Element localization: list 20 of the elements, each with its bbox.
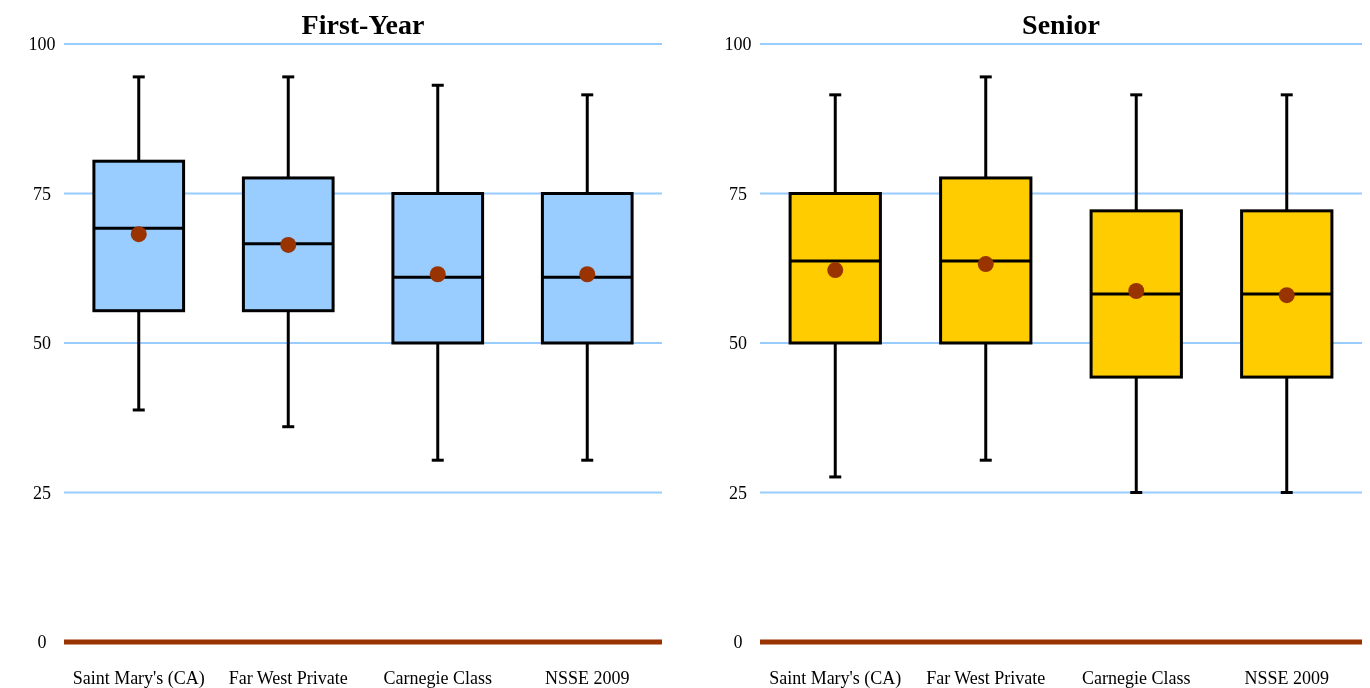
y-tick-label: 50 xyxy=(729,333,747,354)
chart-title: First-Year xyxy=(301,9,425,40)
x-tick-label: Carnegie Class xyxy=(383,668,492,688)
y-tick-label: 100 xyxy=(28,34,56,55)
x-tick-label: Carnegie Class xyxy=(1082,668,1191,688)
chart-title: Senior xyxy=(1022,9,1100,40)
y-tick-label: 25 xyxy=(33,482,51,503)
y-tick-label: 0 xyxy=(733,632,743,653)
x-tick-label: Far West Private xyxy=(926,668,1046,688)
x-tick-label: Far West Private xyxy=(228,668,348,688)
y-tick-label: 75 xyxy=(729,183,747,204)
y-tick-label: 25 xyxy=(729,482,747,503)
y-tick-label: 50 xyxy=(33,333,51,354)
x-tick-label: NSSE 2009 xyxy=(1244,668,1330,688)
x-tick-label: Saint Mary's (CA) xyxy=(769,668,902,688)
y-tick-label: 75 xyxy=(33,183,51,204)
y-tick-label: 100 xyxy=(724,34,752,55)
x-tick-label: NSSE 2009 xyxy=(544,668,630,688)
y-tick-label: 0 xyxy=(37,632,47,653)
x-tick-label: Saint Mary's (CA) xyxy=(72,668,205,688)
